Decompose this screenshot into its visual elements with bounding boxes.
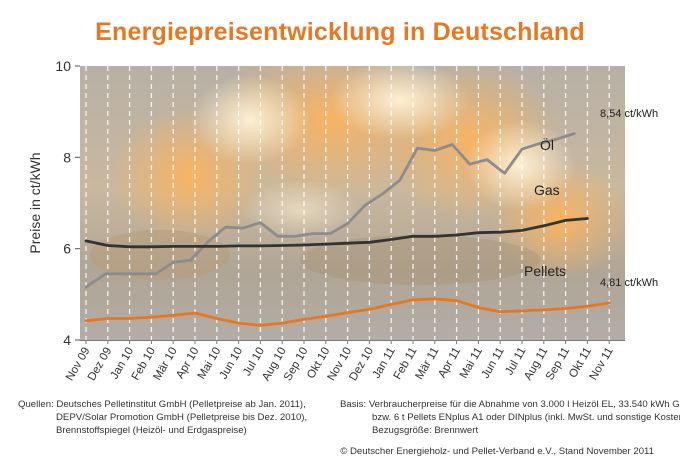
series-label-oel: Öl [540,136,554,153]
series-line-gas [84,217,589,249]
plot-background [80,66,625,340]
series-label-pellets: Pellets [524,263,566,279]
basis-line-2: bzw. 6 t Pellets ENplus A1 oder DINplus … [372,412,680,423]
y-tick-label: 8 [63,149,71,165]
sources-label: Quellen: [18,399,54,410]
series-label-gas: Gas [534,182,560,198]
basis-line-1: Verbraucherpreise für die Abnahme von 3.… [368,399,680,410]
basis-line-3: Bezugsgröße: Brennwert [372,425,479,436]
y-tick-label: 6 [63,241,71,257]
series-line-l [84,132,576,289]
chart-title: Energiepreisentwicklung in Deutschland [95,18,585,46]
y-tick-label: 10 [55,58,71,74]
y-tick-label: 4 [63,332,71,348]
sources-footnote: Quellen: Deutsches Pelletinstitut GmbH (… [18,398,318,437]
y-axis-label: Preise in ct/kWh [27,152,43,253]
copyright-notice: © Deutscher Energieholz- und Pellet-Verb… [340,446,654,457]
basis-footnote: Basis: Verbraucherpreise für die Abnahme… [340,398,680,437]
series-line-pellets [84,297,611,327]
sources-line-2: DEPV/Solar Promotion GmbH (Pelletpreise … [56,412,308,423]
annotation-pellets-value: 4,81 ct/kWh [600,277,658,289]
sources-line-3: Brennstoffspiegel (Heizöl- und Erdgaspre… [56,425,247,436]
basis-label: Basis: [340,399,367,410]
annotation-oel-value: 8,54 ct/kWh [600,108,658,120]
sources-line-1: Deutsches Pelletinstitut GmbH (Pelletpre… [56,399,306,410]
